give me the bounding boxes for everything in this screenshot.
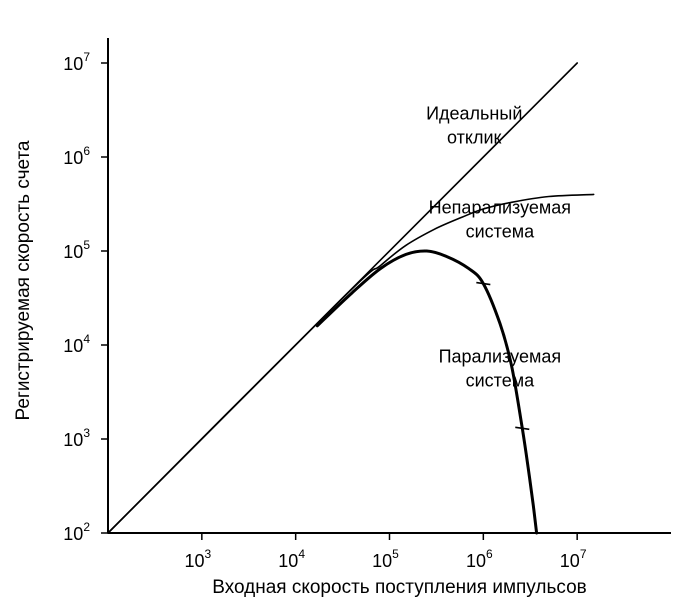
series-label: система — [466, 222, 535, 242]
y-tick-label: 104 — [63, 332, 90, 356]
y-tick-label: 102 — [63, 520, 90, 544]
series-tick-mark — [515, 426, 530, 431]
series-label: Непарализуемая — [429, 198, 571, 218]
y-tick-label: 106 — [63, 144, 90, 168]
x-tick-label: 103 — [184, 547, 211, 571]
ticks: 103 104 105 106 107 102 103 104 105 106 107 — [63, 50, 587, 571]
series-label: Парализуемая — [439, 347, 562, 367]
series-line — [107, 193, 595, 534]
y-tick-label: 107 — [63, 50, 90, 74]
x-tick-label: 106 — [466, 547, 493, 571]
y-tick-label: 105 — [63, 238, 90, 262]
series-label: система — [466, 371, 535, 391]
axes — [107, 38, 671, 534]
y-tick-label: 103 — [63, 426, 90, 450]
series-label: Идеальный — [426, 104, 522, 124]
series-label: отклик — [447, 128, 501, 148]
series-line — [315, 249, 539, 535]
series-layer — [107, 62, 595, 535]
x-axis-title: Входная скорость поступления импульсов — [212, 577, 587, 598]
x-tick-label: 104 — [278, 547, 305, 571]
x-tick-label: 105 — [372, 547, 399, 571]
series-tick-mark — [476, 281, 491, 286]
y-axis-title: Регистрируемая скорость счета — [13, 140, 34, 420]
x-tick-label: 107 — [560, 547, 587, 571]
annotations: Идеальный отклик Непарализуемая система Пара… — [426, 104, 571, 391]
